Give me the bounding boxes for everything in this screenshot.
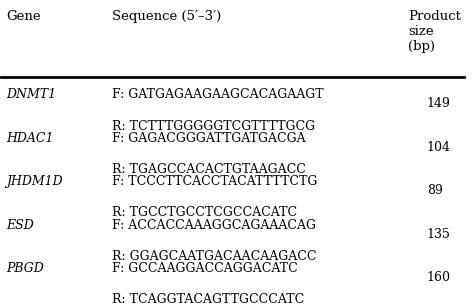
Text: 104: 104 (427, 141, 451, 154)
Text: JHDM1D: JHDM1D (6, 175, 63, 188)
Text: R: GGAGCAATGACAACAAGACC: R: GGAGCAATGACAACAAGACC (112, 250, 317, 263)
Text: PBGD: PBGD (6, 262, 44, 275)
Text: 149: 149 (427, 97, 451, 110)
Text: Product
size
(bp): Product size (bp) (408, 9, 461, 52)
Text: F: ACCACCAAAGGCAGAAACAG: F: ACCACCAAAGGCAGAAACAG (112, 219, 316, 232)
Text: HDAC1: HDAC1 (6, 132, 54, 145)
Text: R: TCTTTGGGGGTCGTTTTGCG: R: TCTTTGGGGGTCGTTTTGCG (112, 120, 316, 133)
Text: F: TCCCTTCACCTACATTTTCTG: F: TCCCTTCACCTACATTTTCTG (112, 175, 318, 188)
Text: 160: 160 (427, 271, 451, 284)
Text: 135: 135 (427, 228, 451, 241)
Text: ESD: ESD (6, 219, 34, 232)
Text: R: TGCCTGCCTCGCCACATC: R: TGCCTGCCTCGCCACATC (112, 206, 298, 220)
Text: F: GAGACGGGATTGATGACGA: F: GAGACGGGATTGATGACGA (112, 132, 306, 145)
Text: Gene: Gene (6, 9, 41, 23)
Text: 89: 89 (427, 184, 443, 197)
Text: DNMT1: DNMT1 (6, 88, 56, 101)
Text: Sequence (5′–3′): Sequence (5′–3′) (112, 9, 222, 23)
Text: R: TGAGCCACACTGTAAGACC: R: TGAGCCACACTGTAAGACC (112, 163, 306, 176)
Text: F: GCCAAGGACCAGGACATC: F: GCCAAGGACCAGGACATC (112, 262, 298, 275)
Text: R: TCAGGTACAGTTGCCCATC: R: TCAGGTACAGTTGCCCATC (112, 293, 305, 305)
Text: F: GATGAGAAGAAGCACAGAAGT: F: GATGAGAAGAAGCACAGAAGT (112, 88, 324, 101)
